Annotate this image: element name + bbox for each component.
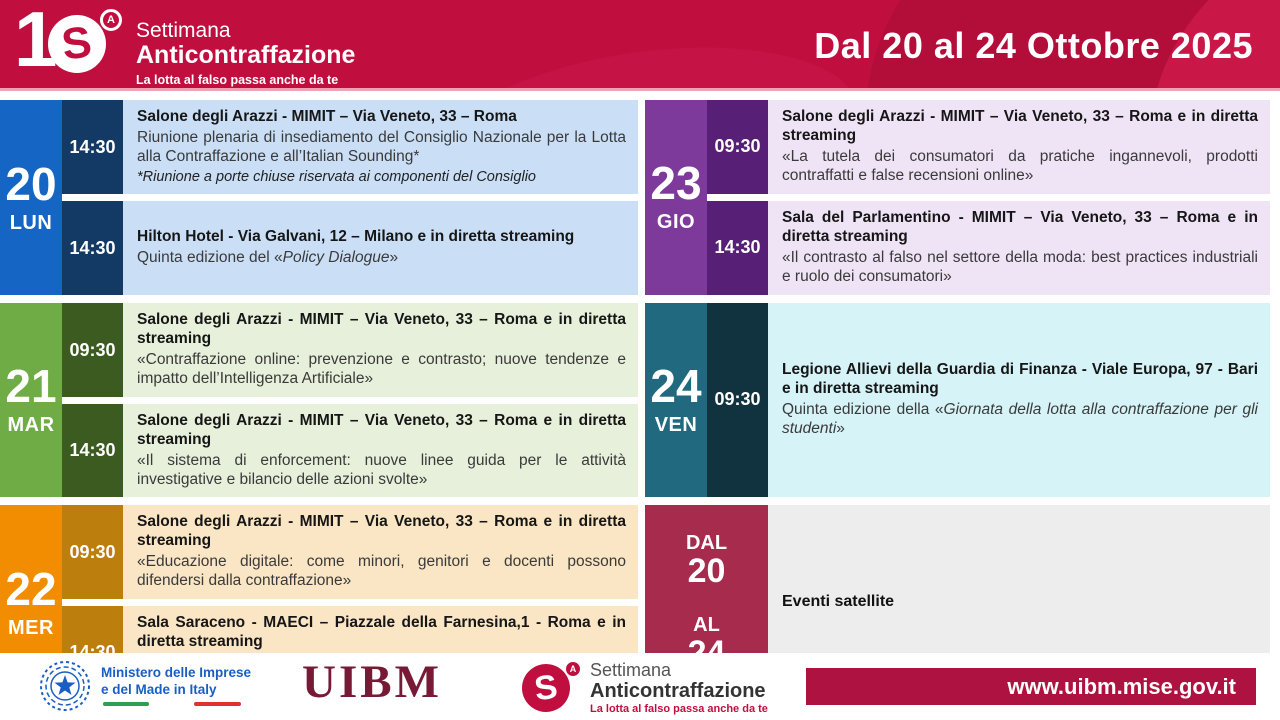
- logo-tagline: La lotta al falso passa anche da te: [136, 72, 339, 87]
- settimana-anticontraffazione-logo: 1 S A Settimana Anticontraffazione La lo…: [14, 0, 356, 87]
- event-time: 09:30: [62, 505, 123, 600]
- footer-brand-line1: Settimana: [590, 660, 672, 680]
- logo-wordmark: Settimana Anticontraffazione La lotta al…: [136, 9, 356, 87]
- ministry-line1: Ministero delle Imprese: [101, 665, 252, 680]
- tricolor-green-segment: [103, 702, 149, 706]
- header-banner: 1 S A Settimana Anticontraffazione La lo…: [0, 0, 1280, 91]
- day-abbr: LUN: [9, 211, 53, 234]
- event-note: *Riunione a porte chiuse riservata ai co…: [137, 168, 536, 185]
- website-url[interactable]: www.uibm.mise.gov.it: [1007, 673, 1236, 699]
- event-title: Salone degli Arazzi - MIMIT – Via Veneto…: [137, 513, 626, 550]
- event-card: Salone degli Arazzi - MIMIT – Via Veneto…: [768, 100, 1270, 194]
- footer-s-mark-icon: S A: [518, 659, 582, 716]
- event-card: Hilton Hotel - Via Galvani, 12 – Milano …: [123, 201, 638, 296]
- schedule-column-right: 23 GIO 09:30 Salone degli Arazzi - MIMIT…: [645, 100, 1270, 700]
- event-time: 09:30: [62, 303, 123, 397]
- event-card: Salone degli Arazzi - MIMIT – Via Veneto…: [123, 100, 638, 195]
- event-body: Riunione plenaria di insediamento del Co…: [137, 128, 626, 165]
- event-time: 09:30: [707, 302, 768, 498]
- satellite-label: Eventi satellite: [782, 593, 895, 611]
- day-cell-21: 21 MAR: [0, 303, 62, 498]
- event-time: 14:30: [707, 200, 768, 295]
- day-abbr: MAR: [7, 414, 55, 437]
- logo-a-badge-icon: A: [100, 9, 122, 31]
- header-decor-shape: [420, 22, 870, 88]
- schedule-grid: 20 LUN 14:30 Salone degli Arazzi - MIMIT…: [0, 100, 1270, 700]
- day-number: 20: [5, 157, 57, 210]
- event-title: Salone degli Arazzi - MIMIT – Via Veneto…: [137, 411, 626, 448]
- event-body: «Contraffazione online: prevenzione e co…: [137, 351, 626, 387]
- event-card: Legione Allievi della Guardia di Finanza…: [768, 302, 1270, 498]
- event-card: Salone degli Arazzi - MIMIT – Via Veneto…: [123, 403, 638, 498]
- website-bar[interactable]: www.uibm.mise.gov.it: [806, 668, 1256, 705]
- satellite-al-label: AL: [693, 614, 720, 637]
- event-title: Salone degli Arazzi - MIMIT – Via Veneto…: [782, 108, 1258, 144]
- day-section-23: 23 GIO 09:30 Salone degli Arazzi - MIMIT…: [645, 100, 1270, 295]
- event-title: Hilton Hotel - Via Galvani, 12 – Milano …: [137, 228, 575, 246]
- day-number: 22: [5, 562, 57, 615]
- tricolor-red-segment: [194, 702, 241, 706]
- day-number: 23: [650, 157, 702, 210]
- day-section-24: 24 VEN 09:30 Legione Allievi della Guard…: [645, 302, 1270, 498]
- logo-line1: Settimana: [136, 19, 231, 42]
- event-card: Salone degli Arazzi - MIMIT – Via Veneto…: [123, 303, 638, 397]
- event-title: Salone degli Arazzi - MIMIT – Via Veneto…: [137, 108, 517, 125]
- schedule-column-left: 20 LUN 14:30 Salone degli Arazzi - MIMIT…: [0, 100, 638, 700]
- satellite-from: 20: [687, 551, 726, 590]
- event-title: Sala Saraceno - MAECI – Piazzale della F…: [137, 614, 626, 650]
- event-time: 14:30: [62, 201, 123, 296]
- day-number: 21: [5, 360, 57, 413]
- ministry-line2: e del Made in Italy: [101, 681, 217, 697]
- day-cell-23: 23 GIO: [645, 100, 707, 295]
- footer-brand-tagline: La lotta al falso passa anche da te: [590, 702, 768, 715]
- event-time: 09:30: [707, 100, 768, 194]
- event-card: Sala del Parlamentino - MIMIT – Via Vene…: [768, 200, 1270, 295]
- day-abbr: MER: [8, 616, 54, 639]
- ministry-wordmark: Ministero delle Imprese e del Made in It…: [101, 665, 251, 699]
- event-body: «Educazione digitale: come minori, genit…: [137, 553, 626, 590]
- day-number: 24: [650, 359, 702, 412]
- date-range-title: Dal 20 al 24 Ottobre 2025: [814, 25, 1253, 66]
- event-time: 14:30: [62, 403, 123, 498]
- footer-brand-wordmark: Settimana Anticontraffazione La lotta al…: [590, 661, 768, 715]
- italy-emblem-icon: [40, 661, 90, 711]
- event-body: Quinta edizione del «Policy Dialogue»: [137, 249, 399, 267]
- logo-line2: Anticontraffazione: [136, 41, 356, 70]
- tricolor-underline: [103, 702, 241, 706]
- day-abbr: VEN: [654, 413, 698, 436]
- tenth-edition-logo-icon: 1 S A: [14, 0, 126, 81]
- day-cell-20: 20 LUN: [0, 100, 62, 296]
- day-cell-24: 24 VEN: [645, 302, 707, 498]
- event-body: «La tutela dei consumatori da pratiche i…: [782, 147, 1258, 184]
- event-body: «Il sistema di enforcement: nuove linee …: [137, 451, 626, 488]
- event-body: «Il contrasto al falso nel settore della…: [782, 248, 1258, 285]
- logo-s-disc-icon: S: [48, 15, 106, 73]
- satellite-dal-label: DAL: [685, 531, 728, 554]
- footer-settimana-logo: S A Settimana Anticontraffazione La lott…: [518, 659, 768, 716]
- event-title: Salone degli Arazzi - MIMIT – Via Veneto…: [137, 311, 626, 348]
- day-abbr: GIO: [656, 211, 696, 234]
- day-section-20: 20 LUN 14:30 Salone degli Arazzi - MIMIT…: [0, 100, 638, 296]
- event-card: Salone degli Arazzi - MIMIT – Via Veneto…: [123, 505, 638, 600]
- footer-brand-line2: Anticontraffazione: [590, 679, 766, 702]
- event-title: Legione Allievi della Guardia di Finanza…: [782, 361, 1258, 397]
- event-time: 14:30: [62, 100, 123, 195]
- event-body: Quinta edizione della «Giornata della lo…: [782, 400, 1258, 437]
- uibm-logo: UIBM: [302, 656, 442, 708]
- event-title: Sala del Parlamentino - MIMIT – Via Vene…: [782, 208, 1258, 245]
- footer: Ministero delle Imprese e del Made in It…: [0, 653, 1280, 720]
- day-section-21: 21 MAR 09:30 Salone degli Arazzi - MIMIT…: [0, 303, 638, 498]
